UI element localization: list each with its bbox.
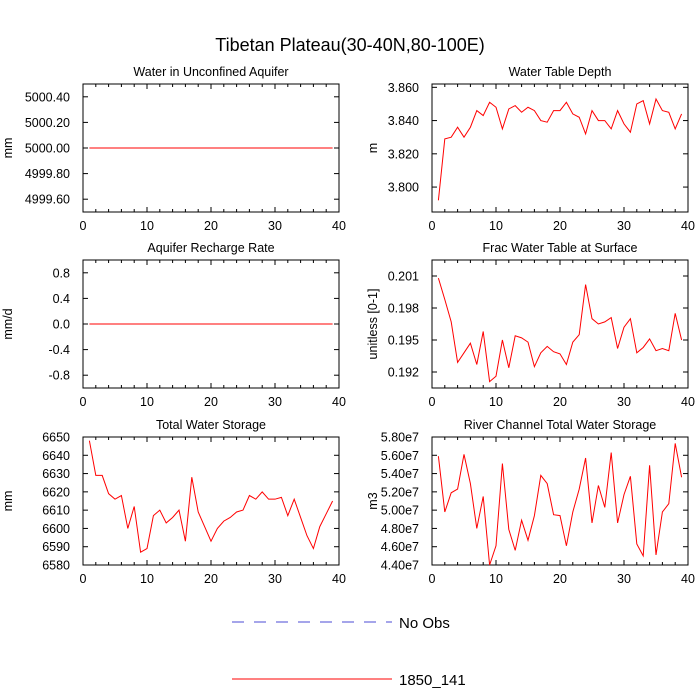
y-tick-label: 4.80e7 — [381, 522, 419, 536]
x-tick-label: 0 — [429, 395, 436, 409]
series-line — [437, 97, 683, 201]
y-tick-label: 5.60e7 — [381, 449, 419, 463]
y-tick-label: 5.80e7 — [381, 431, 419, 445]
y-tick-label: 6650 — [42, 431, 70, 445]
x-tick-label: 30 — [268, 572, 282, 586]
panel-title: Water in Unconfined Aquifer — [133, 65, 288, 79]
y-tick-label: 0.198 — [388, 302, 419, 316]
panel-2: Water Table Depth 0 10 20 30 40 3.800 3.820 3.84… — [366, 65, 695, 233]
legend-label-2: 1850_141 — [399, 672, 466, 689]
y-tick-label: 6600 — [42, 522, 70, 536]
plot-frame — [431, 436, 689, 566]
main-title: Tibetan Plateau(30-40N,80-100E) — [215, 35, 485, 55]
y-tick-label: -0.4 — [48, 343, 70, 357]
panel-title: Total Water Storage — [156, 418, 266, 432]
x-tick-label: 0 — [429, 219, 436, 233]
panel-title: River Channel Total Water Storage — [464, 418, 657, 432]
plot-frame — [82, 436, 340, 566]
x-tick-label: 30 — [268, 219, 282, 233]
y-tick-label: 5.00e7 — [381, 504, 419, 518]
x-tick-label: 0 — [80, 572, 87, 586]
y-tick-label: 4999.60 — [25, 193, 70, 207]
y-tick-label: 3.820 — [388, 147, 419, 161]
x-tick-label: 10 — [489, 395, 503, 409]
panel-1: Water in Unconfined Aquifer 0 10 20 30 40 4999… — [1, 65, 346, 233]
y-tick-label: 0.192 — [388, 366, 419, 380]
y-tick-label: 0.8 — [53, 266, 70, 280]
y-axis-label: mm/d — [1, 308, 15, 339]
x-tick-label: 40 — [681, 572, 695, 586]
series-line — [437, 277, 683, 383]
y-axis-label: unitless [0-1] — [366, 289, 380, 360]
plot-frame — [431, 259, 689, 389]
y-tick-label: 6620 — [42, 485, 70, 499]
x-tick-label: 0 — [429, 572, 436, 586]
x-tick-label: 40 — [681, 219, 695, 233]
y-tick-label: 3.860 — [388, 81, 419, 95]
x-tick-label: 20 — [553, 219, 567, 233]
x-tick-label: 40 — [681, 395, 695, 409]
y-tick-label: 6610 — [42, 504, 70, 518]
y-tick-label: 0.195 — [388, 334, 419, 348]
y-axis-label: m3 — [366, 492, 380, 509]
legend: No Obs 1850_141 — [232, 615, 466, 689]
x-tick-label: 30 — [268, 395, 282, 409]
y-tick-label: 3.840 — [388, 114, 419, 128]
x-tick-label: 40 — [332, 572, 346, 586]
y-tick-label: 6590 — [42, 540, 70, 554]
y-tick-label: 5.20e7 — [381, 485, 419, 499]
x-tick-label: 10 — [140, 572, 154, 586]
y-axis-label: mm — [1, 138, 15, 159]
x-tick-label: 20 — [204, 219, 218, 233]
y-tick-label: 0.0 — [53, 318, 70, 332]
panel-5: Total Water Storage 0 10 20 30 40 6580 6590 6600… — [1, 418, 346, 586]
plot-frame — [431, 83, 689, 213]
y-tick-label: 6640 — [42, 449, 70, 463]
panel-title: Frac Water Table at Surface — [483, 241, 638, 255]
y-tick-label: -0.8 — [48, 369, 70, 383]
panel-3: Aquifer Recharge Rate 0 10 20 30 40 -0.8 -0.4 0.… — [1, 241, 346, 409]
x-tick-label: 30 — [617, 572, 631, 586]
x-tick-label: 20 — [553, 395, 567, 409]
panel-title: Water Table Depth — [509, 65, 612, 79]
legend-label-1: No Obs — [399, 615, 450, 632]
y-tick-label: 6580 — [42, 559, 70, 573]
x-tick-label: 40 — [332, 219, 346, 233]
y-axis-label: mm — [1, 491, 15, 512]
y-tick-label: 0.201 — [388, 270, 419, 284]
y-tick-label: 5000.20 — [25, 116, 70, 130]
x-tick-label: 20 — [204, 395, 218, 409]
x-tick-label: 0 — [80, 219, 87, 233]
panel-4: Frac Water Table at Surface 0 10 20 30 40 0.19… — [366, 241, 695, 409]
y-tick-label: 6630 — [42, 467, 70, 481]
y-axis-label: m — [366, 143, 380, 153]
y-tick-label: 4.60e7 — [381, 540, 419, 554]
x-tick-label: 30 — [617, 219, 631, 233]
series-line — [437, 443, 683, 566]
x-tick-label: 40 — [332, 395, 346, 409]
panel-title: Aquifer Recharge Rate — [147, 241, 274, 255]
series-line — [88, 440, 334, 554]
y-tick-label: 5000.40 — [25, 90, 70, 104]
x-tick-label: 30 — [617, 395, 631, 409]
x-tick-label: 10 — [140, 219, 154, 233]
y-tick-label: 4999.80 — [25, 167, 70, 181]
panel-6: River Channel Total Water Storage 0 10 20 30… — [366, 418, 695, 586]
x-tick-label: 10 — [489, 572, 503, 586]
panels: Water in Unconfined Aquifer 0 10 20 30 40 4999… — [1, 65, 695, 586]
y-tick-label: 5.40e7 — [381, 467, 419, 481]
x-tick-label: 10 — [489, 219, 503, 233]
y-tick-label: 4.40e7 — [381, 559, 419, 573]
x-tick-label: 20 — [553, 572, 567, 586]
y-tick-label: 5000.00 — [25, 142, 70, 156]
x-tick-label: 20 — [204, 572, 218, 586]
y-tick-label: 0.4 — [53, 292, 70, 306]
y-tick-label: 3.800 — [388, 181, 419, 195]
x-tick-label: 0 — [80, 395, 87, 409]
x-tick-label: 10 — [140, 395, 154, 409]
